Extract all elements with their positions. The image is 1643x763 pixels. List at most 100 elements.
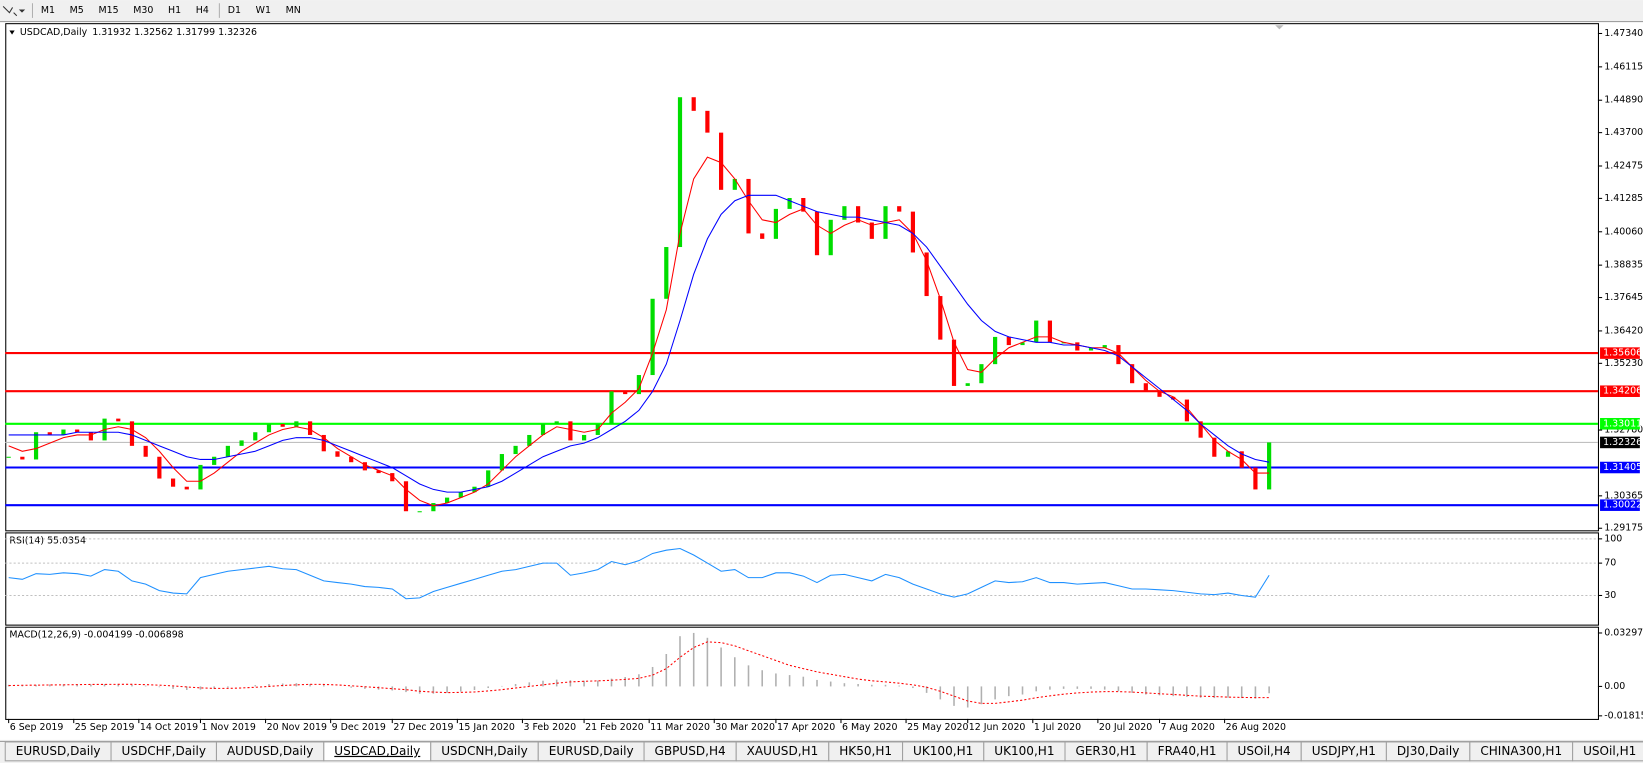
candle	[116, 418, 121, 422]
candle	[719, 132, 724, 190]
tab[interactable]: CHINA300,H1	[1469, 741, 1574, 762]
tab[interactable]: XAUUSD,H1	[735, 741, 830, 762]
level-price-box	[1600, 385, 1640, 397]
candle	[170, 478, 176, 487]
tab-label[interactable]: HK50,H1	[839, 744, 892, 758]
tab[interactable]: USDJPY,H1	[1300, 741, 1387, 762]
tab[interactable]: EURUSD,Daily	[4, 741, 112, 762]
current-price-label: 1.32326	[1603, 437, 1642, 448]
candle	[650, 298, 655, 376]
tab-label[interactable]: USDCNH,Daily	[441, 744, 528, 758]
candle	[486, 470, 491, 487]
candle	[1116, 345, 1121, 365]
tab-label[interactable]: DJ30,Daily	[1397, 744, 1459, 758]
tab-label[interactable]: USDCAD,Daily	[334, 744, 420, 758]
y-tick-label: 70	[1604, 558, 1616, 569]
dropdown-icon[interactable]	[18, 9, 26, 13]
tab-label[interactable]: AUDUSD,Daily	[227, 744, 313, 758]
timeframe-button[interactable]: M30	[133, 5, 153, 16]
y-tick-label: 0.00	[1604, 681, 1625, 692]
timeframe-button[interactable]: M15	[98, 5, 118, 16]
tab-label[interactable]: EURUSD,Daily	[16, 744, 101, 758]
x-tick-label: 1 Nov 2019	[202, 722, 256, 733]
level-price-label: 1.31405	[1603, 462, 1642, 473]
x-tick-label: 25 Sep 2019	[75, 722, 135, 733]
tab[interactable]: UK100,H1	[902, 741, 985, 762]
tab[interactable]: FRA40,H1	[1146, 741, 1228, 762]
y-tick-label: -0.018154	[1604, 710, 1643, 721]
candle	[1075, 342, 1080, 351]
y-tick-label: 1.46115	[1604, 61, 1643, 72]
level-price-label: 1.35606	[1603, 348, 1642, 359]
tab[interactable]: USOil,H4	[1226, 741, 1302, 762]
candle	[349, 456, 354, 463]
timeframe-button[interactable]: D1	[228, 5, 241, 16]
candle	[938, 296, 943, 340]
timeframe-button[interactable]: H4	[196, 5, 209, 16]
tab-label[interactable]: FRA40,H1	[1158, 744, 1217, 758]
tab-label[interactable]: CHINA300,H1	[1480, 744, 1562, 758]
tab[interactable]: EURUSD,Daily	[537, 741, 645, 762]
candle	[1102, 345, 1107, 348]
x-tick-label: 27 Dec 2019	[393, 722, 453, 733]
symbol-menu-icon[interactable]	[9, 30, 15, 35]
x-tick-label: 26 Aug 2020	[1226, 722, 1286, 733]
macd-title: MACD(12,26,9) -0.004199 -0.006898	[9, 630, 183, 641]
tab[interactable]: USOil,H1	[1572, 741, 1643, 762]
macd-signal	[8, 641, 1270, 704]
tab[interactable]: USDCAD,Daily	[323, 741, 432, 762]
candle	[691, 97, 696, 111]
tab-label[interactable]: EURUSD,Daily	[549, 744, 634, 758]
tab-label[interactable]: USOil,H1	[1583, 744, 1636, 758]
timeframe-button[interactable]: H1	[168, 5, 181, 16]
timeframe-button[interactable]: M5	[70, 5, 84, 16]
timeframe-button[interactable]: W1	[256, 5, 271, 16]
tab-label[interactable]: GER30,H1	[1075, 744, 1136, 758]
tab[interactable]: USDCHF,Daily	[110, 741, 217, 762]
tab-label[interactable]: UK100,H1	[994, 744, 1054, 758]
candle	[157, 456, 162, 479]
y-tick-label: 1.42475	[1604, 160, 1643, 171]
candle	[61, 429, 66, 435]
candle	[801, 198, 806, 212]
tab[interactable]: AUDUSD,Daily	[215, 741, 325, 762]
level-price-label: 1.34206	[1603, 386, 1642, 397]
candle	[910, 211, 916, 253]
tab-label[interactable]: USDCHF,Daily	[122, 744, 206, 758]
candle	[1253, 467, 1258, 490]
tab-label[interactable]: XAUUSD,H1	[747, 744, 819, 758]
tab[interactable]: GBPUSD,H4	[643, 741, 737, 762]
tab[interactable]: HK50,H1	[828, 741, 904, 762]
level-price-label: 1.30022	[1603, 500, 1642, 511]
candle	[499, 454, 504, 471]
tab-label[interactable]: UK100,H1	[913, 744, 973, 758]
tab[interactable]: USDCNH,Daily	[430, 741, 539, 762]
tab[interactable]: UK100,H1	[983, 741, 1066, 762]
tab-label[interactable]: USOil,H4	[1238, 744, 1291, 758]
timeframe-button[interactable]: M1	[41, 5, 55, 16]
candle	[362, 462, 367, 471]
tab[interactable]: DJ30,Daily	[1385, 741, 1471, 762]
candle	[856, 206, 861, 223]
candle	[1061, 342, 1066, 344]
y-tick-label: 0.032972	[1604, 627, 1643, 638]
candle	[253, 432, 258, 441]
candle	[1198, 421, 1203, 438]
tab-label[interactable]: GBPUSD,H4	[655, 744, 726, 758]
candle	[321, 434, 326, 452]
tab[interactable]: GER30,H1	[1064, 741, 1148, 762]
candle	[88, 432, 93, 441]
candle	[540, 424, 546, 435]
candle	[897, 206, 902, 212]
timeframe-button[interactable]: MN	[286, 5, 301, 16]
candle	[554, 421, 559, 425]
candle	[444, 497, 450, 504]
toolbar	[0, 0, 1643, 22]
candle	[376, 470, 381, 474]
tool-icon[interactable]	[2, 6, 18, 17]
candle	[951, 339, 957, 386]
tab-label[interactable]: USDJPY,H1	[1312, 744, 1376, 758]
candle	[527, 434, 532, 446]
candle	[33, 432, 39, 460]
candle	[814, 211, 820, 256]
